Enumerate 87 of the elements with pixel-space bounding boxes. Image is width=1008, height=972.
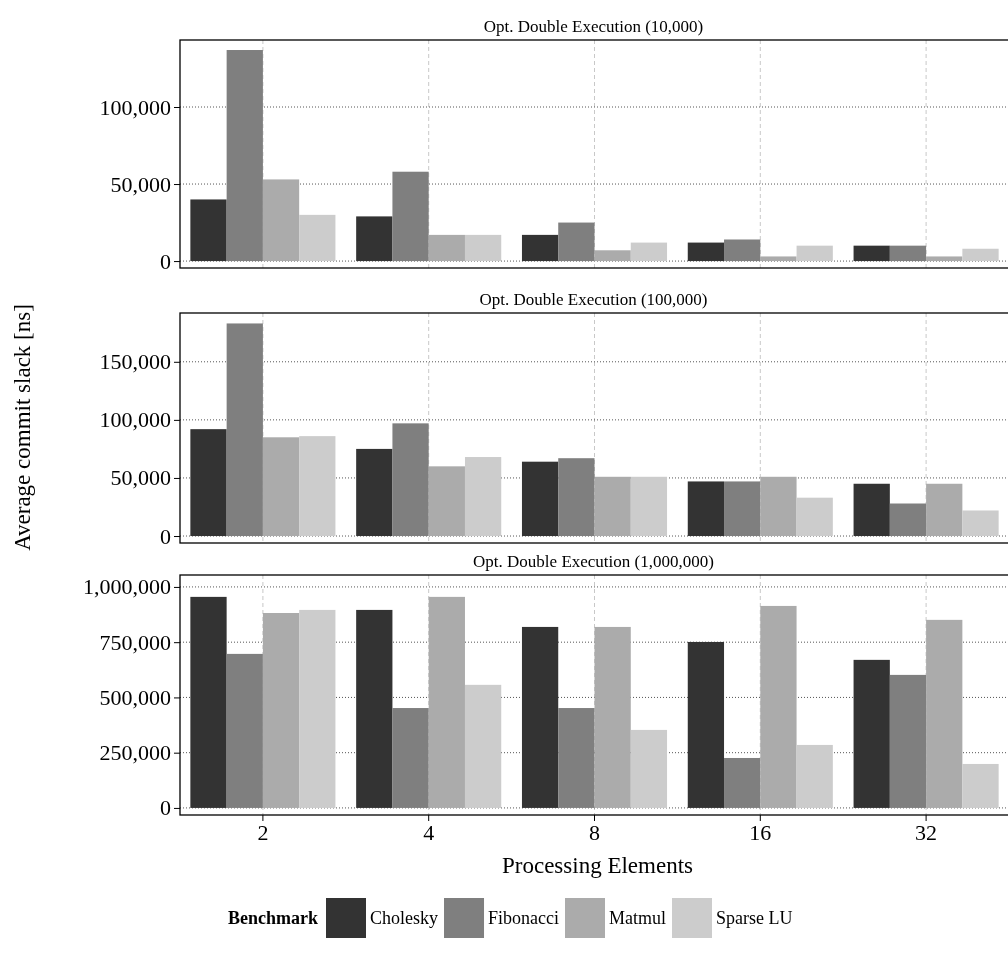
bar [226,50,263,262]
y-tick-label: 150,000 [99,349,171,375]
x-tick-label: 2 [257,819,269,845]
bar [464,234,502,262]
bar [190,429,227,537]
bar [760,476,797,537]
bar [594,476,631,537]
bar [299,609,336,808]
y-tick-label: 500,000 [99,684,171,710]
bar [687,641,725,808]
bar [226,653,263,808]
legend-title: Benchmark [228,908,318,928]
y-axis-title: Average commit slack [ns] [10,304,35,551]
y-tick-label: 50,000 [110,465,171,491]
bar [760,605,797,808]
bar [926,619,963,808]
x-tick-label: 4 [423,819,435,845]
y-tick-label: 1,000,000 [83,574,171,600]
y-tick-label: 100,000 [99,407,171,433]
y-tick-label: 750,000 [99,629,171,655]
legend-label: Cholesky [370,908,439,928]
bar [356,448,393,537]
x-axis-title: Processing Elements [502,853,694,878]
bar [521,626,559,808]
bar [226,323,263,537]
bar [392,708,429,808]
bar [521,461,559,537]
y-tick-label: 100,000 [99,94,171,120]
bar [630,476,668,537]
bar [889,674,927,808]
bar [594,250,631,262]
bar [796,744,833,808]
bar [760,256,797,262]
bar [262,179,300,262]
bar [594,626,631,808]
bar [962,248,999,262]
y-tick-label: 0 [160,795,171,821]
bar [558,222,595,262]
bar [356,216,393,262]
bar [687,481,725,537]
y-tick-label: 50,000 [110,171,171,197]
bar [630,729,668,808]
bar [190,199,227,262]
bar [962,763,999,808]
bar [464,457,502,537]
chart-title: Opt. Double Execution (10,000) [483,17,704,36]
y-tick-label: 250,000 [99,740,171,766]
x-tick-label: 8 [589,819,600,845]
bar [853,659,890,808]
bar [428,234,465,262]
bar [392,423,429,537]
x-tick-label: 16 [749,819,772,845]
bar [356,609,393,808]
legend-label: Fibonacci [488,908,559,928]
bar [558,458,595,537]
bar [853,245,890,262]
bar [299,436,336,537]
y-tick-label: 0 [160,523,171,549]
bar [796,245,833,262]
bar [190,596,227,808]
bar [889,245,927,262]
bar [889,503,927,537]
bar [630,242,668,262]
bar [521,234,559,262]
legend-label: Sparse LU [716,908,793,928]
bar [724,757,761,808]
bar [299,214,336,262]
bar [392,171,429,262]
bar [262,437,300,537]
bar [853,483,890,537]
bar [687,242,725,262]
bar [428,466,465,537]
y-tick-label: 0 [160,248,171,274]
legend-label: Matmul [609,908,666,928]
bar [464,684,502,808]
bar [262,613,300,808]
chart-title: Opt. Double Execution (1,000,000) [473,552,714,571]
bar [724,239,761,262]
bar [962,510,999,537]
bar [428,596,465,808]
x-tick-label: 32 [915,819,938,845]
chart-title: Opt. Double Execution (100,000) [479,290,708,309]
bar [558,708,595,808]
bar [926,256,963,262]
bar [724,481,761,537]
bar [796,497,833,537]
bar [926,483,963,537]
